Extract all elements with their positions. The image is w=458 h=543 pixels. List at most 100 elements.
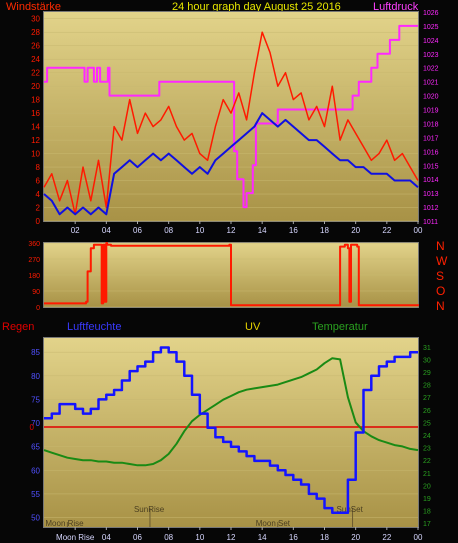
pressure-y-tick: 1026 — [423, 10, 439, 17]
wind-y-tick: 26 — [31, 42, 40, 51]
wind-y-tick: 22 — [31, 69, 40, 78]
wind-x-tick: 06 — [133, 226, 142, 235]
temperature-y-tick: 30 — [423, 357, 431, 364]
wind-y-tick: 2 — [36, 204, 41, 213]
pressure-y-tick: 1013 — [423, 191, 439, 198]
wind-direction-series-line — [44, 242, 419, 307]
uv-label: UV — [245, 321, 261, 333]
temperature-y-tick: 26 — [423, 408, 431, 415]
wind-y-tick: 8 — [36, 163, 41, 172]
temperature-y-tick: 31 — [423, 345, 431, 352]
wind-x-tick: 02 — [71, 226, 80, 235]
humidity-x-tick: 00 — [414, 533, 423, 542]
humidity-x-tick: 04 — [102, 533, 111, 542]
humidity-y-tick: 65 — [31, 443, 40, 452]
pressure-y-tick: 1011 — [423, 219, 438, 226]
pressure-y-tick: 1020 — [423, 94, 439, 101]
direction-panel-border — [43, 242, 419, 308]
wind-x-tick: 04 — [102, 226, 111, 235]
wind-x-tick: 22 — [382, 226, 391, 235]
humidity-x-tick: 14 — [258, 533, 267, 542]
annotation-label: Moon Rise — [45, 519, 84, 528]
pressure-y-tick: 1022 — [423, 66, 439, 73]
direction-y-tick: 0 — [36, 305, 40, 312]
wind-y-tick: 20 — [31, 82, 40, 91]
pressure-y-tick: 1025 — [423, 24, 439, 31]
wind-y-tick: 6 — [36, 177, 41, 186]
humidity-x-tick: 12 — [227, 533, 236, 542]
wind-y-tick: 10 — [31, 150, 40, 159]
wind-y-tick: 12 — [31, 136, 40, 145]
humidity-x-tick: 08 — [164, 533, 173, 542]
wind-y-tick: 14 — [31, 123, 40, 132]
wind-x-tick: 08 — [164, 226, 173, 235]
direction-letter-w: W — [436, 254, 448, 268]
wind-y-tick: 28 — [31, 28, 40, 37]
temperature-y-tick: 29 — [423, 370, 431, 377]
humidity-y-tick: 55 — [31, 490, 40, 499]
annotation-label: SunRise — [134, 505, 165, 514]
pressure-y-tick: 1023 — [423, 52, 439, 59]
direction-y-tick: 360 — [28, 241, 40, 248]
direction-y-tick: 90 — [32, 289, 40, 296]
wind-x-tick: 14 — [258, 226, 267, 235]
temperature-y-tick: 27 — [423, 395, 431, 402]
wind-y-tick: 30 — [31, 15, 40, 24]
wind-average-series-line — [43, 112, 419, 216]
temperature-y-tick: 18 — [423, 509, 431, 516]
wind-x-tick: 10 — [195, 226, 204, 235]
wind-y-tick: 16 — [31, 109, 40, 118]
pressure-y-tick: 1016 — [423, 149, 439, 156]
temperature-y-tick: 24 — [423, 433, 431, 440]
wind-panel-background — [44, 12, 418, 221]
direction-y-tick: 180 — [28, 273, 40, 280]
pressure-y-tick: 1015 — [423, 163, 439, 170]
temperature-y-tick: 25 — [423, 420, 431, 427]
humidity-x-tick: 16 — [289, 533, 298, 542]
pressure-y-tick: 1012 — [423, 205, 439, 212]
rain-zero-tick: 0 — [30, 423, 35, 432]
wind-x-tick: 16 — [289, 226, 298, 235]
annotation-label: Moon Set — [256, 519, 291, 528]
pressure-y-tick: 1021 — [423, 80, 439, 87]
humidity-y-tick: 50 — [31, 514, 40, 523]
wind-gust-series-line — [43, 31, 419, 216]
wind-y-tick: 4 — [36, 190, 41, 199]
humidity-x-tick: 20 — [351, 533, 360, 542]
humidity-series-line — [44, 346, 418, 515]
humidity-y-tick: 60 — [31, 466, 40, 475]
temperature-y-tick: 20 — [423, 483, 431, 490]
humidity-x-tick-moonrise: Moon Rise — [56, 533, 95, 542]
annotation-label: SunSet — [337, 505, 364, 514]
humidity-y-tick: 80 — [31, 372, 40, 381]
pressure-series-line — [44, 24, 418, 209]
pressure-y-tick: 1017 — [423, 135, 439, 142]
temperature-series-line — [43, 357, 419, 467]
wind-x-tick: 00 — [414, 226, 423, 235]
humidity-x-tick: 10 — [195, 533, 204, 542]
wind-y-tick: 18 — [31, 96, 40, 105]
humidity-x-tick: 18 — [320, 533, 329, 542]
wind-speed-label: Windstärke — [6, 1, 62, 13]
temperature-y-tick: 23 — [423, 446, 431, 453]
wind-x-tick: 12 — [227, 226, 236, 235]
pressure-label: Luftdruck — [373, 1, 419, 13]
temperature-y-tick: 19 — [423, 496, 431, 503]
wind-y-tick: 0 — [36, 217, 41, 226]
pressure-y-tick: 1014 — [423, 177, 439, 184]
wind-x-tick: 20 — [351, 226, 360, 235]
wind-y-tick: 24 — [31, 55, 40, 64]
pressure-y-tick: 1018 — [423, 121, 439, 128]
direction-letter-o: O — [436, 284, 446, 298]
direction-y-tick: 270 — [28, 257, 40, 264]
page-title: 24 hour graph day August 25 2016 — [172, 1, 341, 13]
temperature-y-tick: 17 — [423, 521, 431, 528]
humidity-x-tick: 06 — [133, 533, 142, 542]
humidity-label: Luftfeuchte — [67, 321, 122, 333]
pressure-y-tick: 1024 — [423, 38, 439, 45]
wind-x-tick: 18 — [320, 226, 329, 235]
humidity-y-tick: 75 — [31, 395, 40, 404]
temperature-y-tick: 22 — [423, 458, 431, 465]
